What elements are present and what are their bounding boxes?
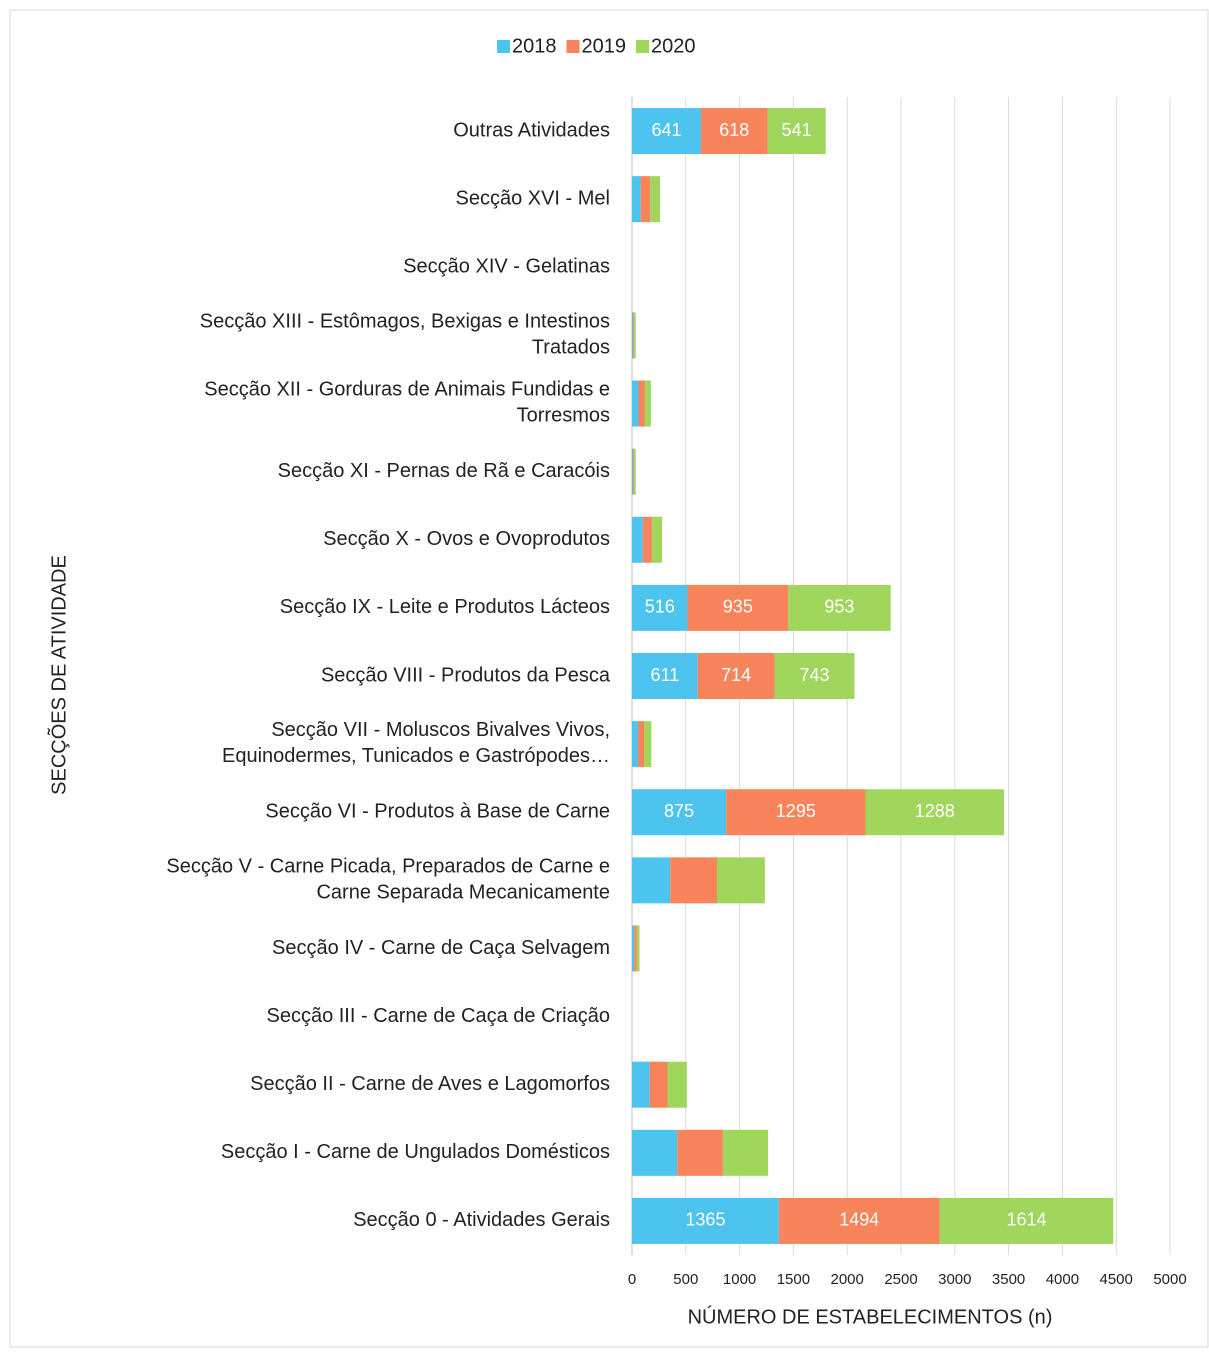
bar-segment [632, 516, 643, 563]
bar-segment [774, 653, 855, 699]
bar-segment [633, 448, 635, 495]
bar-segment [634, 312, 636, 359]
x-tick-label: 3000 [938, 1271, 971, 1288]
bar-segment [726, 789, 866, 836]
x-tick-label: 1000 [723, 1271, 756, 1288]
x-tick-label: 0 [628, 1271, 636, 1288]
y-tick-label: Secção III - Carne de Caça de Criação [266, 1005, 610, 1027]
data-label: 618 [719, 120, 749, 140]
bar-segment [767, 108, 826, 155]
data-label: 935 [723, 597, 753, 617]
x-tick-label: 3500 [992, 1271, 1025, 1288]
data-label: 641 [651, 120, 681, 140]
bar-segment [634, 448, 636, 495]
bar-segment [633, 312, 635, 359]
y-tick-label: Secção X - Ovos e Ovoprodutos [323, 528, 610, 550]
x-tick-label: 5000 [1153, 1271, 1186, 1288]
legend-label: 2019 [582, 35, 627, 57]
x-tick-label: 2000 [831, 1271, 864, 1288]
bar-segment [632, 721, 638, 768]
y-tick-label: Secção V - Carne Picada, Preparados de C… [166, 856, 610, 904]
bar-segment [651, 516, 663, 563]
bar-segment [697, 653, 775, 699]
bar-segment [632, 584, 688, 631]
data-label: 1288 [915, 801, 955, 821]
bar-segment [722, 1129, 769, 1176]
bar-segment [632, 1197, 779, 1244]
bar-segment [677, 1129, 723, 1176]
bar-segment [640, 176, 651, 223]
x-axis-title: NÚMERO DE ESTABELECIMENTOS (n) [688, 1305, 1053, 1328]
bar-segment [632, 312, 634, 359]
bar-segment [632, 789, 727, 836]
bar-segment [650, 176, 660, 223]
bar-segment [632, 448, 634, 495]
y-tick-label: Secção VI - Produtos à Base de Carne [265, 801, 610, 823]
x-tick-label: 2500 [884, 1271, 917, 1288]
legend-label: 2020 [651, 35, 696, 57]
bar-segment [649, 1061, 668, 1108]
bar-segment [644, 380, 651, 427]
bar-segment [670, 857, 718, 904]
bar-segment [687, 584, 789, 631]
bar-segment [632, 108, 701, 155]
legend-swatch [636, 40, 649, 53]
data-label: 611 [651, 665, 680, 685]
y-tick-label: Secção IX - Leite e Produtos Lácteos [280, 596, 610, 618]
bar-segment [632, 1129, 678, 1176]
bar-segment [637, 721, 645, 768]
bar-segment [638, 380, 645, 427]
y-tick-label: Secção XIII - Estômagos, Bexigas e Intes… [200, 311, 610, 359]
bar-segment [632, 380, 639, 427]
bar-segment [642, 516, 652, 563]
y-tick-label: Secção XVI - Mel [455, 187, 610, 209]
data-label: 516 [645, 597, 675, 617]
data-label: 743 [800, 665, 830, 685]
bar-segment [636, 925, 640, 972]
y-tick-label: Secção XI - Pernas de Rã e Caracóis [278, 460, 610, 482]
data-label: 1614 [1006, 1210, 1046, 1230]
bar-segment [632, 857, 671, 904]
y-tick-label: Secção XIV - Gelatinas [403, 256, 610, 278]
bar-segment [632, 925, 635, 972]
bar-segment [644, 721, 652, 768]
bar-segment [700, 108, 768, 155]
data-label: 714 [721, 665, 751, 685]
bar-segment [632, 176, 641, 223]
x-tick-label: 4000 [1046, 1271, 1079, 1288]
bar-segment [717, 857, 765, 904]
y-tick-label: Secção VIII - Produtos da Pesca [321, 664, 611, 686]
legend-swatch [566, 40, 580, 53]
y-tick-label: Secção XII - Gorduras de Animais Fundida… [204, 379, 610, 427]
x-tick-label: 4500 [1100, 1271, 1133, 1288]
data-label: 541 [782, 120, 812, 140]
y-tick-label: Secção II - Carne de Aves e Lagomorfos [250, 1073, 610, 1095]
y-tick-label: Secção VII - Moluscos Bivalves Vivos, Equ… [222, 719, 610, 767]
y-tick-label: Outras Atividades [453, 119, 610, 141]
bar-segment [632, 1061, 650, 1108]
y-tick-label: Secção 0 - Atividades Gerais [353, 1209, 610, 1231]
bar-segment [778, 1197, 940, 1244]
data-label: 953 [824, 597, 854, 617]
y-tick-label: Secção I - Carne de Ungulados Domésticos [221, 1141, 610, 1163]
bar-segment [788, 584, 891, 631]
bar-segment [632, 653, 698, 699]
bar-segment [865, 789, 1005, 836]
legend-label: 2018 [512, 35, 557, 57]
data-label: 1295 [776, 801, 816, 821]
legend-swatch [497, 40, 510, 53]
bar-segment [667, 1061, 687, 1108]
bar-segment [634, 925, 637, 972]
bar-segment [939, 1197, 1114, 1244]
data-label: 1494 [839, 1210, 879, 1230]
data-label: 875 [664, 801, 694, 821]
x-tick-label: 1500 [777, 1271, 810, 1288]
y-axis-title: SECÇÕES DE ATIVIDADE [46, 555, 70, 795]
y-tick-label: Secção IV - Carne de Caça Selvagem [272, 937, 610, 959]
x-tick-label: 500 [673, 1271, 698, 1288]
data-label: 1365 [685, 1210, 725, 1230]
